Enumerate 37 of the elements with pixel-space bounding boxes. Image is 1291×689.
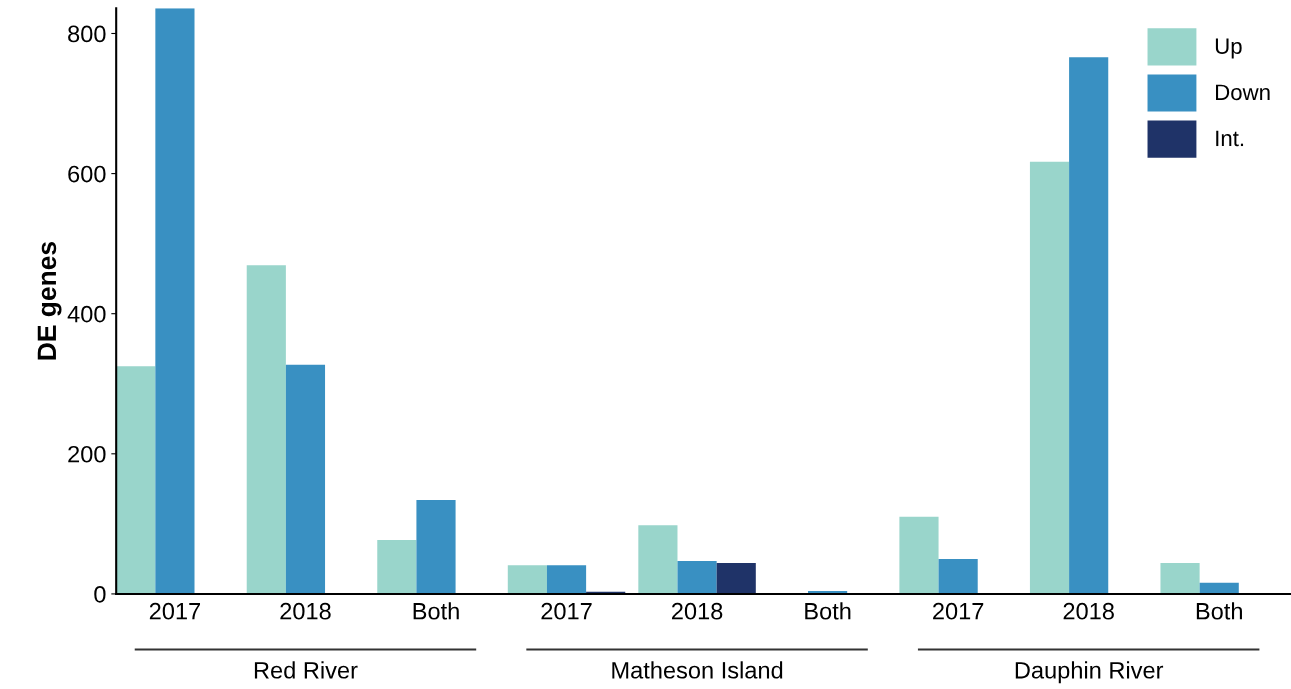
text: Dauphin River: [1015, 661, 1164, 684]
text: Matheson Island: [612, 661, 783, 679]
x-tick-label: 2018: [1063, 602, 1114, 620]
bar: [1029, 161, 1070, 594]
bar: [155, 8, 195, 594]
legend-label: Up: [1215, 38, 1242, 59]
bar: [546, 565, 587, 594]
y-tick-label: 400: [67, 305, 106, 323]
bar: [1160, 563, 1200, 594]
x-tick-label: 2018: [280, 602, 331, 620]
x-tick-label: Both: [805, 602, 851, 620]
x-tick-label: 2017: [149, 602, 201, 620]
y-tick-label: 800: [68, 25, 106, 43]
x-tick-label: Both: [1196, 602, 1242, 620]
bar: [899, 516, 939, 594]
x-tick-label: 2017: [933, 602, 984, 620]
x-tick-label: 2017: [541, 602, 592, 620]
legend-label: Int.: [1216, 130, 1244, 147]
y-tick-label: 200: [68, 445, 106, 463]
x-tick-label: Both: [413, 602, 459, 620]
bar: [377, 539, 417, 594]
bar: [638, 525, 678, 594]
bar: [938, 558, 978, 594]
y-tick-label: 600: [68, 165, 106, 183]
bar: [716, 563, 756, 594]
bar: [507, 565, 547, 594]
bar: [246, 265, 286, 594]
bar: [677, 560, 717, 594]
y-axis-title: DE genes: [37, 242, 62, 360]
text: Red River: [254, 661, 358, 679]
bar: [1069, 57, 1109, 594]
bar: [116, 366, 156, 594]
bar: [416, 500, 456, 594]
y-tick-label: 0: [94, 585, 106, 603]
legend-label: Down: [1216, 84, 1270, 101]
bar: [285, 364, 326, 594]
x-tick-label: 2018: [672, 602, 723, 620]
